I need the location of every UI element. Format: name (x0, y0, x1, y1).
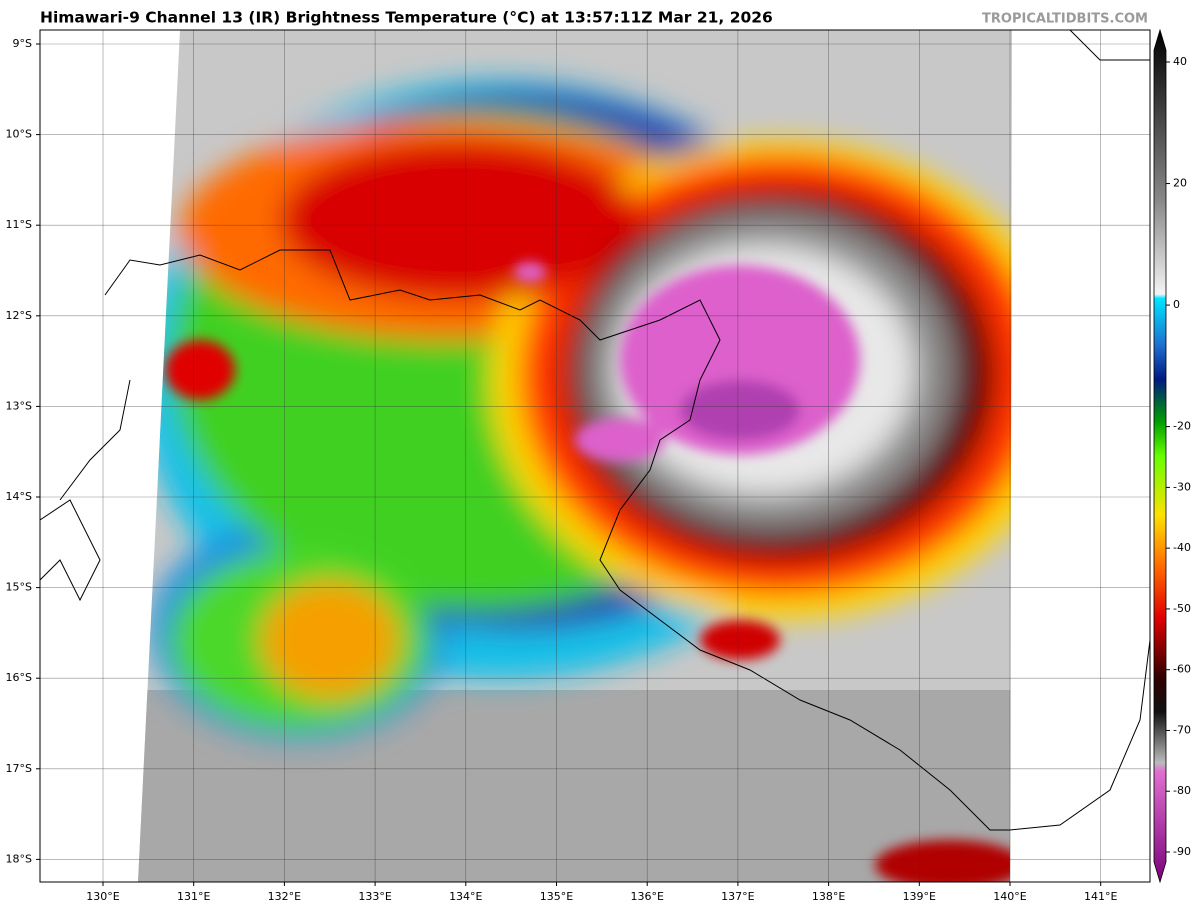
colorbar-tick-label: 0 (1173, 298, 1180, 311)
colorbar-tick-label: -50 (1173, 602, 1191, 615)
longitude-label: 134°E (449, 890, 482, 903)
latitude-label: 18°S (6, 852, 32, 865)
colorbar-tick-label: -60 (1173, 663, 1191, 676)
longitude-label: 139°E (903, 890, 936, 903)
latitude-label: 9°S (13, 37, 32, 50)
colorbar-tick-label: -90 (1173, 845, 1191, 858)
graticule (40, 30, 1150, 882)
latitude-label: 16°S (6, 671, 32, 684)
latitude-label: 11°S (6, 218, 32, 231)
latitude-label: 10°S (6, 128, 32, 141)
colorbar-tick-label: -30 (1173, 480, 1191, 493)
ir-imagery (138, 30, 1012, 882)
colorbar (1153, 28, 1167, 884)
longitude-label: 133°E (358, 890, 391, 903)
longitude-label: 138°E (812, 890, 845, 903)
watermark: TROPICALTIDBITS.COM (982, 12, 1148, 27)
longitude-label: 132°E (268, 890, 301, 903)
longitude-label: 130°E (86, 890, 119, 903)
colorbar-tick-label: -40 (1173, 541, 1191, 554)
colorbar-tick-label: -80 (1173, 784, 1191, 797)
latitude-label: 12°S (6, 309, 32, 322)
latitude-label: 17°S (6, 762, 32, 775)
colorbar-tick-label: 40 (1173, 55, 1187, 68)
map-title: Himawari-9 Channel 13 (IR) Brightness Te… (40, 9, 773, 27)
longitude-label: 136°E (630, 890, 663, 903)
colorbar-tick-label: -20 (1173, 420, 1191, 433)
map-frame (39, 29, 1151, 883)
longitude-label: 141°E (1084, 890, 1117, 903)
coastline (40, 30, 1150, 831)
longitude-label: 135°E (540, 890, 573, 903)
latitude-label: 14°S (6, 490, 32, 503)
longitude-label: 131°E (177, 890, 210, 903)
latitude-label: 15°S (6, 581, 32, 594)
colorbar-tick-label: -70 (1173, 723, 1191, 736)
longitude-label: 137°E (721, 890, 754, 903)
latitude-label: 13°S (6, 399, 32, 412)
colorbar-tick-label: 20 (1173, 177, 1187, 190)
longitude-label: 140°E (993, 890, 1026, 903)
